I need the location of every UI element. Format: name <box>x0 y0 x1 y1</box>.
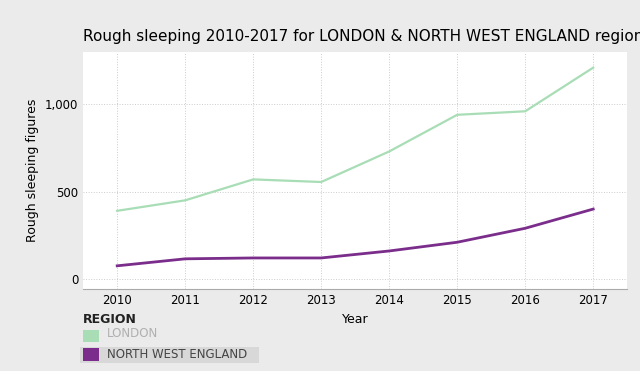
Text: NORTH WEST ENGLAND: NORTH WEST ENGLAND <box>107 348 247 361</box>
X-axis label: Year: Year <box>342 313 369 326</box>
Text: Rough sleeping 2010-2017 for LONDON & NORTH WEST ENGLAND region(s): Rough sleeping 2010-2017 for LONDON & NO… <box>83 29 640 44</box>
Y-axis label: Rough sleeping figures: Rough sleeping figures <box>26 99 40 242</box>
Text: REGION: REGION <box>83 313 137 326</box>
Text: LONDON: LONDON <box>107 327 158 341</box>
